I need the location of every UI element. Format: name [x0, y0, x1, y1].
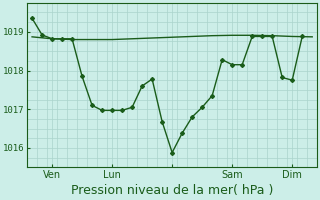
X-axis label: Pression niveau de la mer( hPa ): Pression niveau de la mer( hPa ) [71, 184, 273, 197]
